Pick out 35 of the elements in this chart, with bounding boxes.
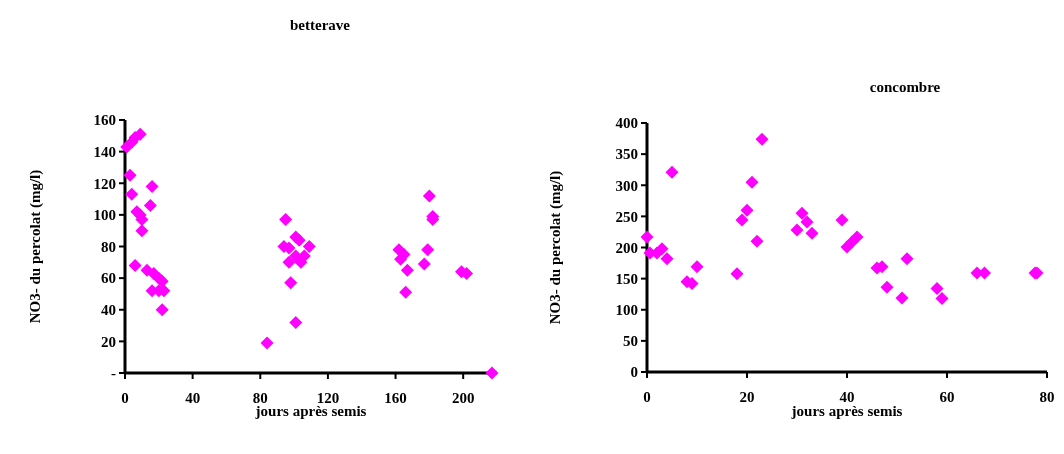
y-tick-label: - — [111, 365, 116, 382]
y-axis-title: NO3- du percolat (mg/l) — [27, 169, 44, 324]
x-axis-title: jours après semis — [790, 403, 903, 419]
x-tick-label: 40 — [185, 390, 201, 406]
y-axis-title: NO3- du percolat (mg/l) — [547, 170, 564, 325]
y-tick-label: 250 — [615, 208, 638, 225]
y-tick-label: 160 — [93, 112, 116, 129]
x-axis-title: jours après semis — [254, 403, 367, 419]
x-tick-label: 80 — [1039, 389, 1055, 405]
x-tick-label: 60 — [939, 389, 955, 405]
x-tick-label: 20 — [739, 389, 755, 405]
x-tick-label: 200 — [451, 390, 475, 406]
x-tick-label: 80 — [252, 390, 268, 406]
y-tick-label: 20 — [101, 333, 116, 350]
y-tick-label: 100 — [615, 302, 638, 318]
y-tick-label: 150 — [615, 270, 638, 287]
y-tick-label: 40 — [101, 302, 116, 318]
y-tick-label: 300 — [615, 177, 638, 194]
y-tick-label: 120 — [93, 175, 116, 192]
chart-title: concombre — [869, 79, 941, 95]
y-tick-label: 0 — [630, 364, 638, 381]
chart-title: betterave — [290, 17, 351, 33]
y-tick-label: 140 — [93, 143, 116, 160]
y-tick-label: 400 — [615, 115, 638, 132]
x-tick-label: 160 — [384, 390, 407, 406]
x-tick-label: 40 — [839, 389, 855, 405]
x-tick-label: 120 — [316, 390, 340, 406]
y-tick-label: 100 — [93, 207, 116, 224]
y-tick-label: 60 — [101, 270, 116, 287]
y-tick-label: 350 — [615, 146, 638, 163]
y-tick-label: 200 — [615, 239, 638, 256]
y-tick-label: 50 — [623, 333, 638, 350]
x-tick-label: 0 — [643, 389, 651, 405]
x-tick-label: 0 — [121, 390, 129, 406]
y-tick-label: 80 — [101, 238, 116, 255]
